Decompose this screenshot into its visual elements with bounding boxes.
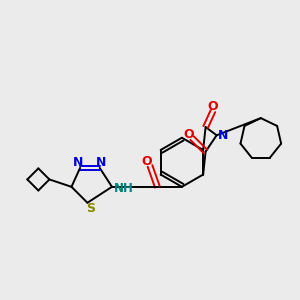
Text: N: N (218, 129, 228, 142)
Text: NH: NH (114, 182, 134, 195)
Text: O: O (141, 154, 152, 167)
Text: S: S (86, 202, 95, 215)
Text: N: N (73, 156, 83, 169)
Text: O: O (208, 100, 218, 113)
Text: O: O (183, 128, 194, 141)
Text: N: N (96, 156, 106, 169)
